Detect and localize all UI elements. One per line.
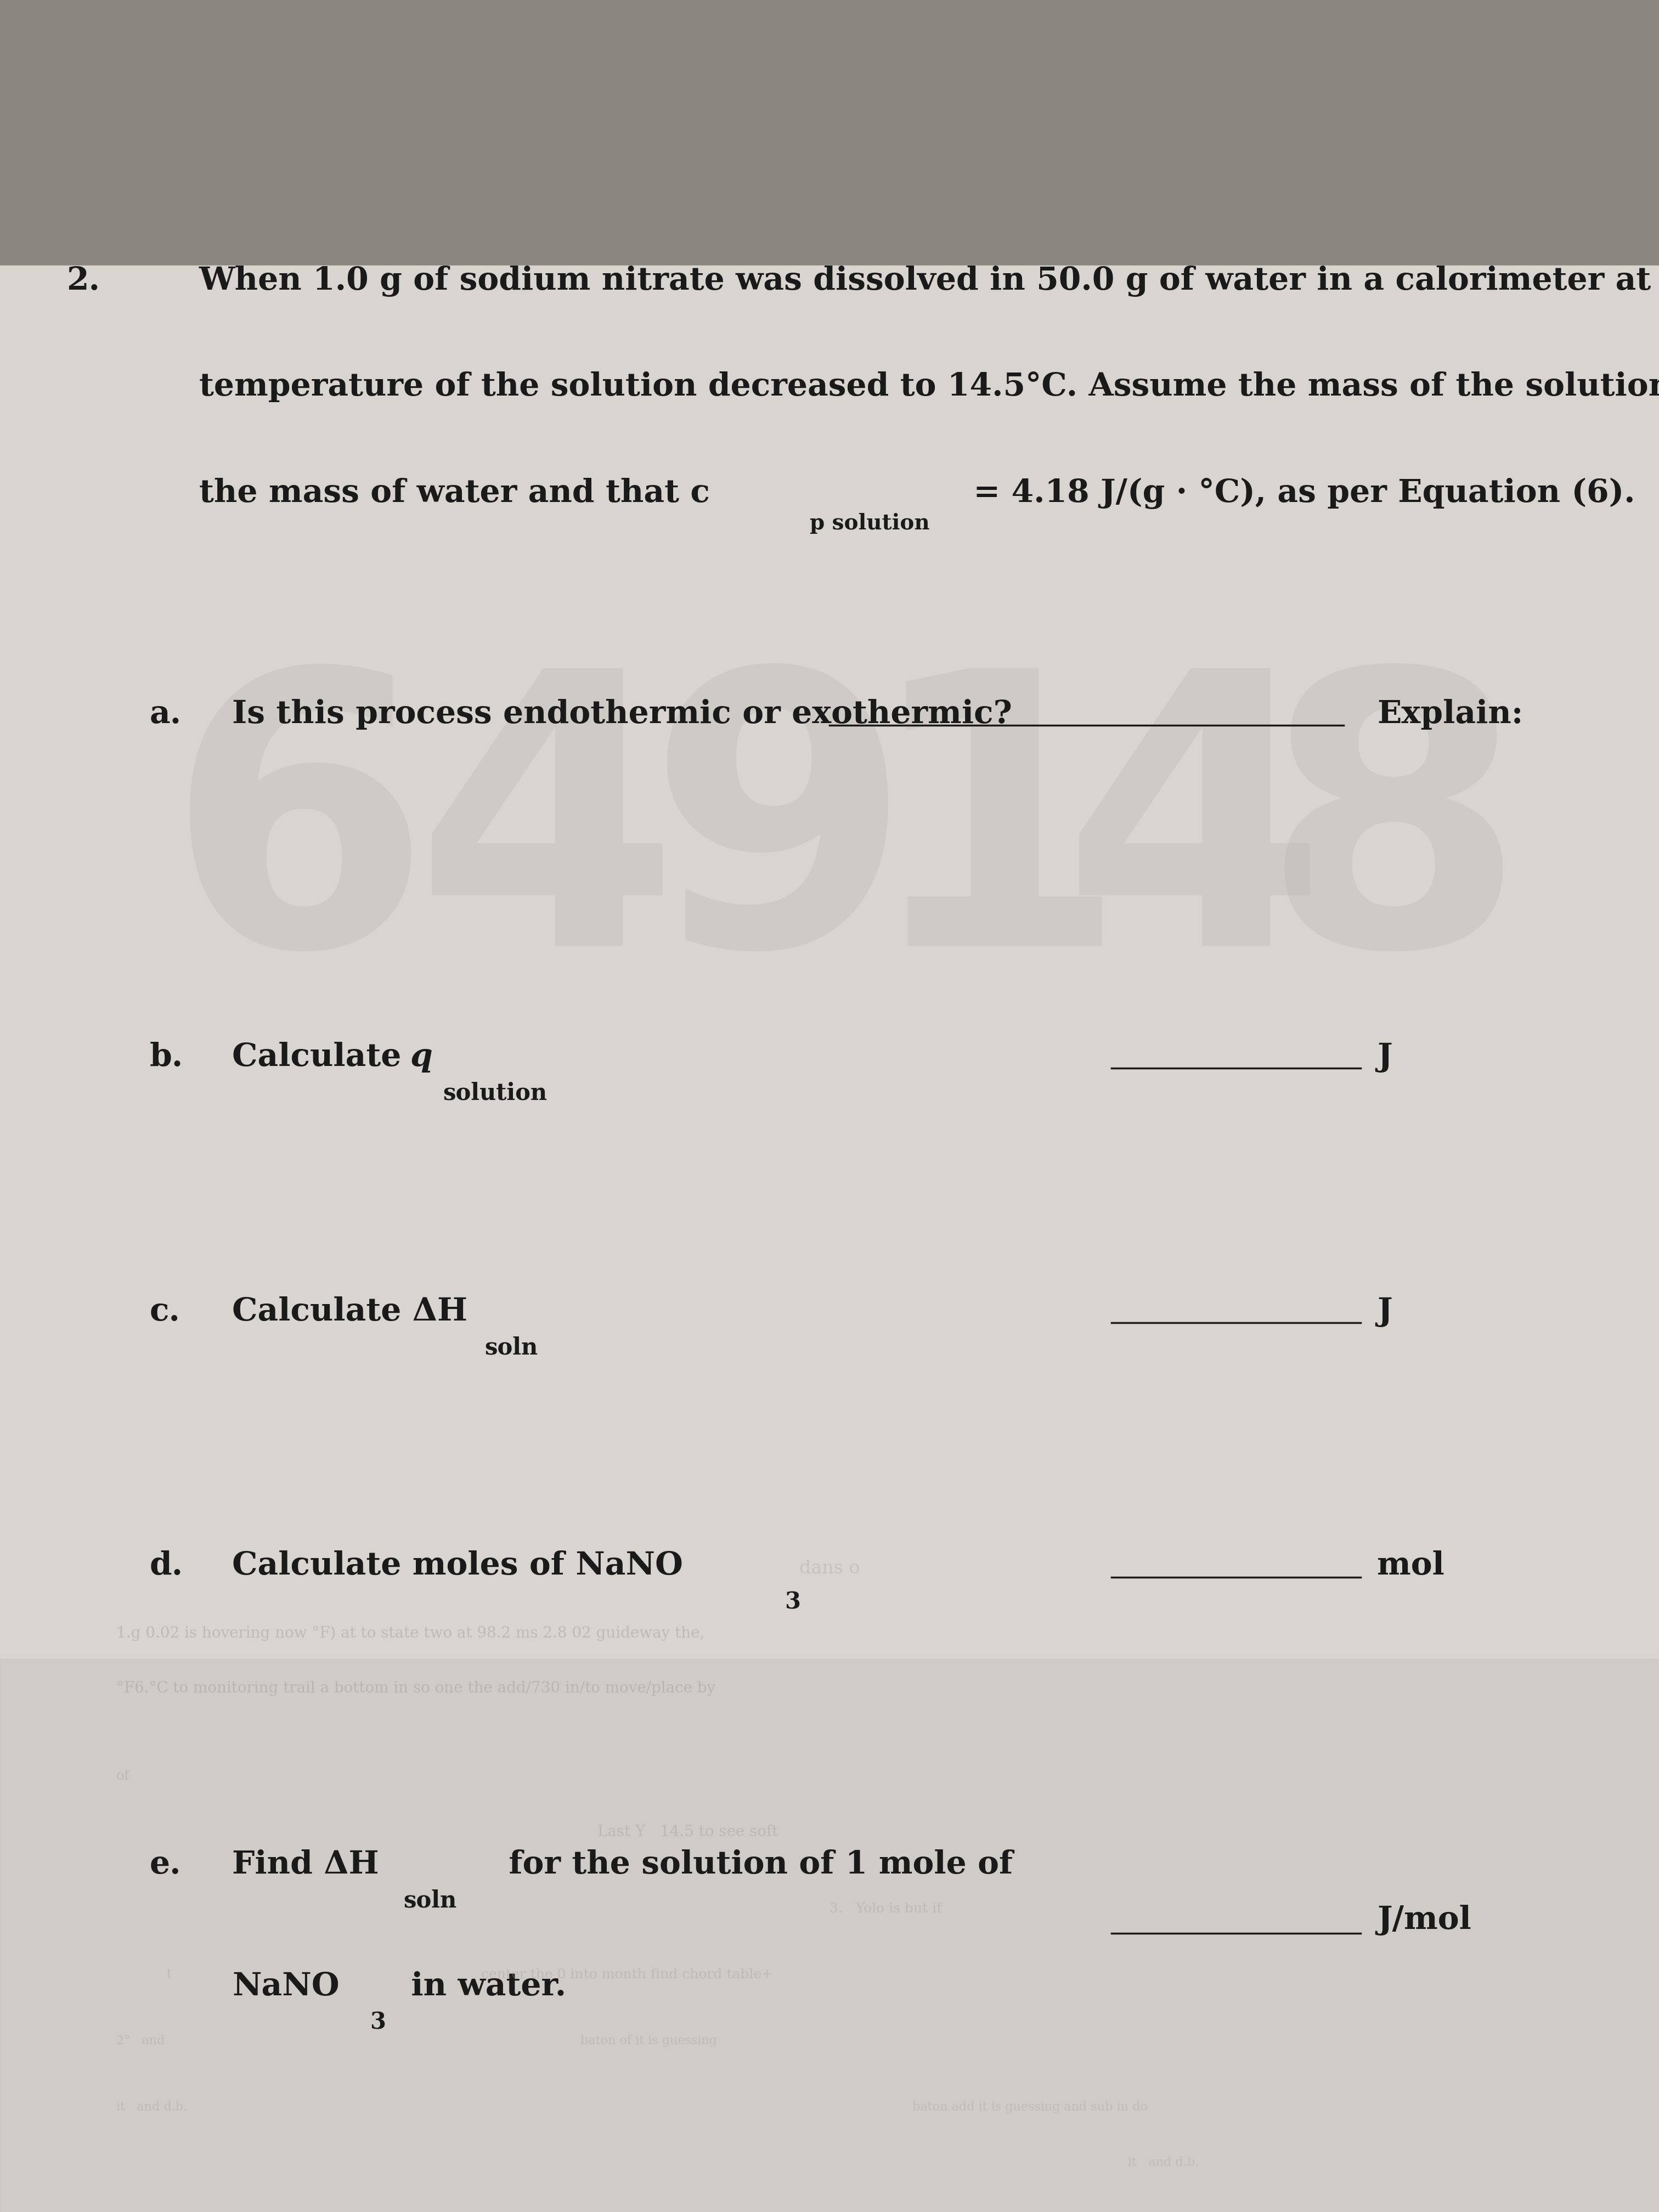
Text: a.: a.: [149, 699, 181, 730]
Text: NaNO: NaNO: [232, 1971, 340, 2002]
Bar: [0, 265, 1659, 2212]
Text: J: J: [1377, 1042, 1392, 1073]
Text: p solution: p solution: [810, 513, 929, 533]
Text: 1.g 0.02 is hovering now °F) at to state two at 98.2 ms 2.8 02 guideway the,: 1.g 0.02 is hovering now °F) at to state…: [116, 1626, 705, 1641]
Bar: [0, 0, 1659, 265]
Text: 4: 4: [1062, 657, 1327, 1024]
Text: Is this process endothermic or exothermic?: Is this process endothermic or exothermi…: [232, 699, 1012, 730]
Text: Calculate: Calculate: [232, 1042, 413, 1073]
Text: J: J: [1377, 1296, 1392, 1327]
Text: 3: 3: [785, 1590, 801, 1613]
Text: 3: 3: [370, 2011, 387, 2033]
Text: in water.: in water.: [400, 1971, 566, 2002]
Text: c.: c.: [149, 1296, 179, 1327]
Text: I: I: [166, 1969, 171, 1980]
Text: J/mol: J/mol: [1377, 1905, 1472, 1936]
Text: the mass of water and that c: the mass of water and that c: [199, 478, 710, 509]
Text: soln: soln: [403, 1889, 456, 1911]
Text: Last Y   14.5 to see soft: Last Y 14.5 to see soft: [597, 1825, 778, 1840]
Text: 8: 8: [1261, 657, 1526, 1024]
Text: soln: soln: [484, 1336, 538, 1358]
Text: of: of: [116, 1770, 129, 1783]
Text: center the 0 into month find chord table+: center the 0 into month find chord table…: [481, 1969, 773, 1982]
Text: mol: mol: [1377, 1551, 1445, 1582]
Text: Find ΔH: Find ΔH: [232, 1849, 380, 1880]
Text: 9: 9: [647, 657, 912, 1024]
Text: it   and d.b.: it and d.b.: [1128, 2157, 1199, 2168]
Text: 6: 6: [166, 657, 431, 1024]
Text: °F6.°C to monitoring trail a bottom in so one the add/730 in/to move/place by: °F6.°C to monitoring trail a bottom in s…: [116, 1681, 715, 1697]
Text: b.: b.: [149, 1042, 182, 1073]
Text: q: q: [410, 1042, 433, 1073]
Text: baton of it is guessing: baton of it is guessing: [581, 2035, 717, 2046]
Text: When 1.0 g of sodium nitrate was dissolved in 50.0 g of water in a calorimeter a: When 1.0 g of sodium nitrate was dissolv…: [199, 265, 1659, 296]
Text: dans o: dans o: [800, 1559, 859, 1577]
Text: solution: solution: [443, 1082, 547, 1104]
Text: 4: 4: [415, 657, 680, 1024]
Text: Calculate moles of NaNO: Calculate moles of NaNO: [232, 1551, 684, 1582]
Text: e.: e.: [149, 1849, 181, 1880]
Text: 1: 1: [863, 657, 1128, 1024]
Text: 2.: 2.: [66, 265, 100, 296]
Bar: [0, 1659, 1659, 2212]
Text: = 4.18 J/(g · °C), as per Equation (6).: = 4.18 J/(g · °C), as per Equation (6).: [962, 478, 1636, 509]
Text: Explain:: Explain:: [1377, 699, 1523, 730]
Text: d.: d.: [149, 1551, 182, 1582]
Text: for the solution of 1 mole of: for the solution of 1 mole of: [498, 1849, 1014, 1880]
Text: it   and d.b.: it and d.b.: [116, 2101, 187, 2112]
Text: Calculate ΔH: Calculate ΔH: [232, 1296, 468, 1327]
Text: 3.   Yolo is but if: 3. Yolo is but if: [830, 1902, 942, 1916]
Text: temperature of the solution decreased to 14.5°C. Assume the mass of the solution: temperature of the solution decreased to…: [199, 372, 1659, 403]
Text: baton add it is guessing and sub in do: baton add it is guessing and sub in do: [912, 2101, 1148, 2112]
Text: 2°   and: 2° and: [116, 2035, 164, 2046]
